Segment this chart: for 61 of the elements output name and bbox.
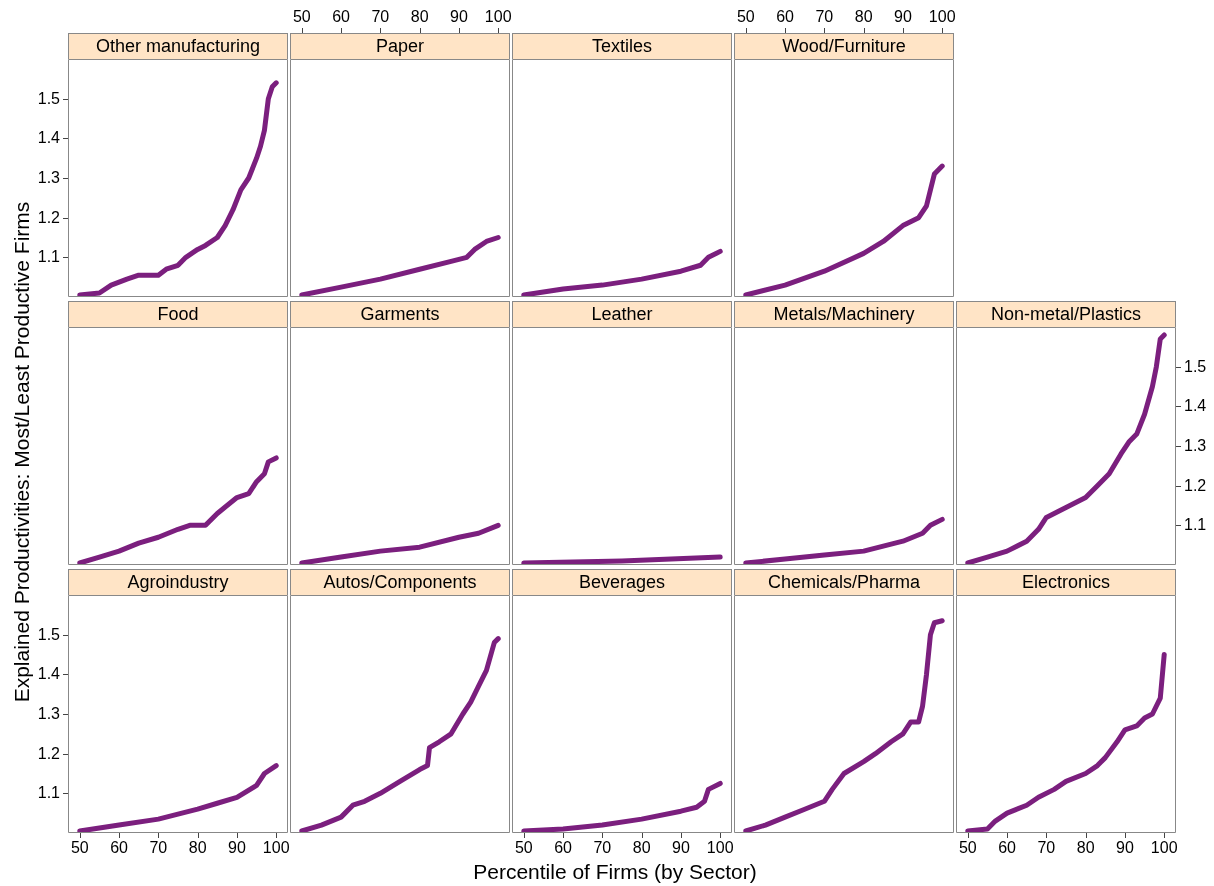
y-tick-label: 1.4 bbox=[36, 129, 60, 148]
y-axis-title: Explained Productivities: Most/Least Productive Firms bbox=[10, 200, 34, 705]
x2-tick-label: 100 bbox=[483, 8, 513, 26]
x-tick-label: 70 bbox=[148, 839, 169, 857]
x-tick-label: 100 bbox=[1149, 839, 1179, 857]
x2-tick-label: 90 bbox=[450, 8, 468, 25]
x2-tick-label: 60 bbox=[331, 8, 351, 26]
y-tick-label: 1.1 bbox=[36, 784, 60, 803]
y-tick-label: 1.4 bbox=[1184, 397, 1208, 416]
y-tick-label: 1.2 bbox=[1184, 476, 1208, 495]
y-tick-label: 1.5 bbox=[1184, 357, 1208, 376]
x2-tick-label: 90 bbox=[894, 8, 912, 25]
chart-title: Paper bbox=[290, 33, 510, 59]
chart-title: Chemicals/Pharma bbox=[734, 569, 954, 595]
x-tick-label: 90 bbox=[672, 839, 690, 856]
x2-tick-label: 80 bbox=[853, 8, 874, 26]
x-tick-label: 100 bbox=[705, 839, 735, 857]
x-tick-label: 100 bbox=[261, 839, 291, 857]
y-tick-label: 1.3 bbox=[1184, 437, 1208, 455]
x-tick-label: 60 bbox=[997, 839, 1017, 857]
chart-title: Other manufacturing bbox=[68, 33, 288, 59]
chart-title: Non-metal/Plastics bbox=[956, 301, 1176, 327]
x-tick-label: 70 bbox=[592, 839, 613, 857]
y-tick-label: 1.3 bbox=[36, 705, 60, 723]
y-tick-label: 1.2 bbox=[36, 744, 60, 763]
chart-title: Garments bbox=[290, 301, 510, 327]
x-tick-label: 80 bbox=[187, 839, 208, 857]
x-axis-title: Percentile of Firms (by Sector) bbox=[472, 860, 758, 884]
x2-tick-label: 60 bbox=[775, 8, 795, 26]
chart-title: Wood/Furniture bbox=[734, 33, 954, 59]
chart-title: Textiles bbox=[512, 33, 732, 59]
x2-tick-label: 70 bbox=[814, 8, 835, 26]
x-tick-label: 80 bbox=[631, 839, 652, 857]
y-tick-label: 1.2 bbox=[37, 208, 60, 226]
x-tick-label: 90 bbox=[228, 839, 246, 856]
chart-title: Metals/Machinery bbox=[734, 301, 954, 327]
y-tick-label: 1.3 bbox=[36, 169, 60, 187]
chart-title: Beverages bbox=[512, 569, 732, 595]
x-tick-label: 50 bbox=[513, 839, 534, 857]
x-tick-label: 70 bbox=[1036, 839, 1057, 857]
chart-title: Electronics bbox=[956, 569, 1176, 595]
chart-title: Autos/Components bbox=[290, 569, 510, 595]
x-tick-label: 60 bbox=[109, 839, 129, 857]
y-tick-label: 1.1 bbox=[1184, 516, 1208, 535]
chart-title: Agroindustry bbox=[68, 569, 288, 595]
x2-tick-label: 70 bbox=[370, 8, 391, 26]
y-tick-label: 1.5 bbox=[36, 89, 60, 108]
y-tick-label: 1.4 bbox=[37, 665, 60, 683]
x-tick-label: 50 bbox=[957, 839, 978, 857]
x-tick-label: 80 bbox=[1075, 839, 1096, 857]
chart-title: Leather bbox=[512, 301, 732, 327]
x-tick-label: 90 bbox=[1116, 839, 1134, 856]
x2-tick-label: 50 bbox=[735, 8, 756, 26]
chart-title: Food bbox=[68, 301, 288, 327]
x2-tick-label: 100 bbox=[927, 8, 957, 26]
x-tick-label: 60 bbox=[553, 839, 573, 857]
x2-tick-label: 50 bbox=[291, 8, 312, 26]
y-tick-label: 1.5 bbox=[37, 625, 60, 643]
x-tick-label: 50 bbox=[69, 839, 90, 857]
y-tick-label: 1.1 bbox=[37, 248, 60, 266]
x2-tick-label: 80 bbox=[409, 8, 430, 26]
